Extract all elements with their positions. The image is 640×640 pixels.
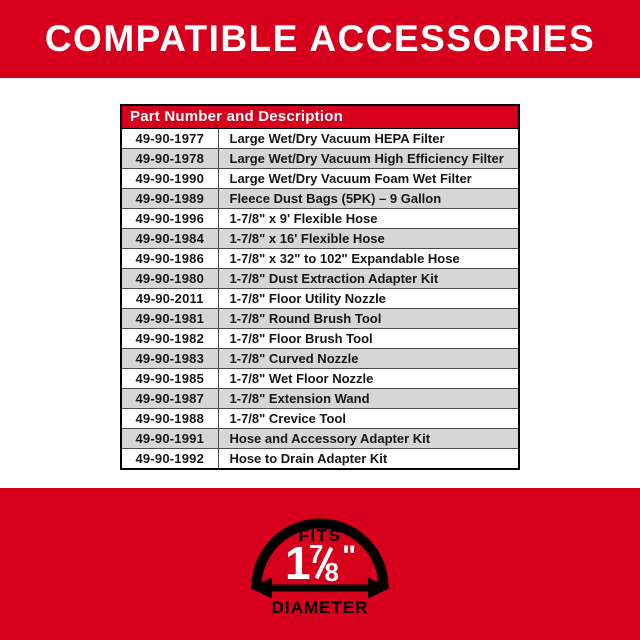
- description-cell: 1-7/8" Dust Extraction Adapter Kit: [217, 268, 520, 289]
- table-row: 49-90-2011 1-7/8" Floor Utility Nozzle: [120, 288, 520, 309]
- fits-diameter-badge: FITS 1 7 8 " DIAMETER: [245, 516, 395, 617]
- part-number-cell: 49-90-1996: [120, 208, 219, 229]
- description-cell: 1-7/8" Floor Utility Nozzle: [217, 288, 520, 309]
- description-cell: 1-7/8" x 32" to 102" Expandable Hose: [217, 248, 520, 269]
- part-number-cell: 49-90-1988: [120, 408, 219, 429]
- arc-and-arrow-icon: [250, 518, 390, 599]
- part-number-cell: 49-90-1992: [120, 448, 219, 470]
- table-row: 49-90-1981 1-7/8" Round Brush Tool: [120, 308, 520, 329]
- table-row: 49-90-1977 Large Wet/Dry Vacuum HEPA Filt…: [120, 128, 520, 149]
- description-cell: 1-7/8" Round Brush Tool: [217, 308, 520, 329]
- description-cell: Hose and Accessory Adapter Kit: [217, 428, 520, 449]
- part-number-cell: 49-90-1990: [120, 168, 219, 189]
- description-cell: Large Wet/Dry Vacuum Foam Wet Filter: [217, 168, 520, 189]
- description-cell: 1-7/8" Crevice Tool: [217, 408, 520, 429]
- table-header-row: Part Number and Description: [120, 104, 520, 129]
- table-row: 49-90-1984 1-7/8" x 16' Flexible Hose: [120, 228, 520, 249]
- table-row: 49-90-1988 1-7/8" Crevice Tool: [120, 408, 520, 429]
- table-row: 49-90-1992 Hose to Drain Adapter Kit: [120, 448, 520, 470]
- table-row: 49-90-1989 Fleece Dust Bags (5PK) – 9 Gal…: [120, 188, 520, 209]
- description-cell: 1-7/8" Curved Nozzle: [217, 348, 520, 369]
- description-cell: 1-7/8" x 16' Flexible Hose: [217, 228, 520, 249]
- part-number-cell: 49-90-1977: [120, 128, 219, 149]
- table-row: 49-90-1990 Large Wet/Dry Vacuum Foam Wet …: [120, 168, 520, 189]
- bottom-band: FITS 1 7 8 " DIAMETER: [0, 488, 640, 640]
- table-row: 49-90-1985 1-7/8" Wet Floor Nozzle: [120, 368, 520, 389]
- part-number-cell: 49-90-1983: [120, 348, 219, 369]
- parts-table-container: Part Number and Description 49-90-1977 La…: [120, 104, 520, 470]
- size-fraction: 7 8: [308, 541, 339, 585]
- part-number-cell: 49-90-1985: [120, 368, 219, 389]
- size-whole-number: 1: [285, 537, 311, 589]
- table-row: 49-90-1991 Hose and Accessory Adapter Kit: [120, 428, 520, 449]
- table-row: 49-90-1980 1-7/8" Dust Extraction Adapter…: [120, 268, 520, 289]
- part-number-cell: 49-90-1981: [120, 308, 219, 329]
- part-number-cell: 49-90-2011: [120, 288, 219, 309]
- description-cell: Hose to Drain Adapter Kit: [217, 448, 520, 470]
- part-number-cell: 49-90-1984: [120, 228, 219, 249]
- table-row: 49-90-1996 1-7/8" x 9' Flexible Hose: [120, 208, 520, 229]
- part-number-cell: 49-90-1978: [120, 148, 219, 169]
- part-number-cell: 49-90-1987: [120, 388, 219, 409]
- fraction-denominator: 8: [324, 557, 339, 587]
- fraction-numerator: 7: [309, 539, 324, 569]
- description-cell: 1-7/8" x 9' Flexible Hose: [217, 208, 520, 229]
- description-cell: 1-7/8" Extension Wand: [217, 388, 520, 409]
- parts-table: Part Number and Description 49-90-1977 La…: [120, 104, 520, 470]
- part-number-cell: 49-90-1980: [120, 268, 219, 289]
- diameter-size-value: 1 7 8 ": [285, 537, 359, 589]
- description-cell: 1-7/8" Wet Floor Nozzle: [217, 368, 520, 389]
- part-number-cell: 49-90-1991: [120, 428, 219, 449]
- fits-label: FITS: [298, 526, 342, 545]
- description-cell: Large Wet/Dry Vacuum High Efficiency Fil…: [217, 148, 520, 169]
- part-number-cell: 49-90-1986: [120, 248, 219, 269]
- description-cell: 1-7/8" Floor Brush Tool: [217, 328, 520, 349]
- title-band: COMPATIBLE ACCESSORIES: [0, 0, 640, 78]
- table-row: 49-90-1982 1-7/8" Floor Brush Tool: [120, 328, 520, 349]
- part-number-cell: 49-90-1989: [120, 188, 219, 209]
- table-row: 49-90-1983 1-7/8" Curved Nozzle: [120, 348, 520, 369]
- diameter-label: DIAMETER: [271, 598, 369, 617]
- description-cell: Fleece Dust Bags (5PK) – 9 Gallon: [217, 188, 520, 209]
- table-header-label: Part Number and Description: [120, 104, 520, 129]
- description-cell: Large Wet/Dry Vacuum HEPA Filter: [217, 128, 520, 149]
- table-row: 49-90-1986 1-7/8" x 32" to 102" Expandabl…: [120, 248, 520, 269]
- part-number-cell: 49-90-1982: [120, 328, 219, 349]
- table-row: 49-90-1978 Large Wet/Dry Vacuum High Effi…: [120, 148, 520, 169]
- inch-mark: ": [342, 540, 357, 573]
- table-row: 49-90-1987 1-7/8" Extension Wand: [120, 388, 520, 409]
- page-title: COMPATIBLE ACCESSORIES: [44, 18, 596, 59]
